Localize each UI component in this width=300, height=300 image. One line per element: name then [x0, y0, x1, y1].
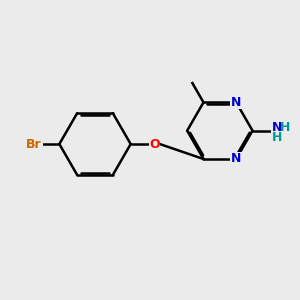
Text: N: N	[231, 152, 242, 166]
Text: N: N	[272, 121, 282, 134]
Text: N: N	[231, 96, 242, 109]
Text: O: O	[149, 138, 160, 151]
Text: H: H	[272, 131, 282, 144]
Text: Br: Br	[26, 138, 42, 151]
Text: H: H	[280, 121, 290, 134]
